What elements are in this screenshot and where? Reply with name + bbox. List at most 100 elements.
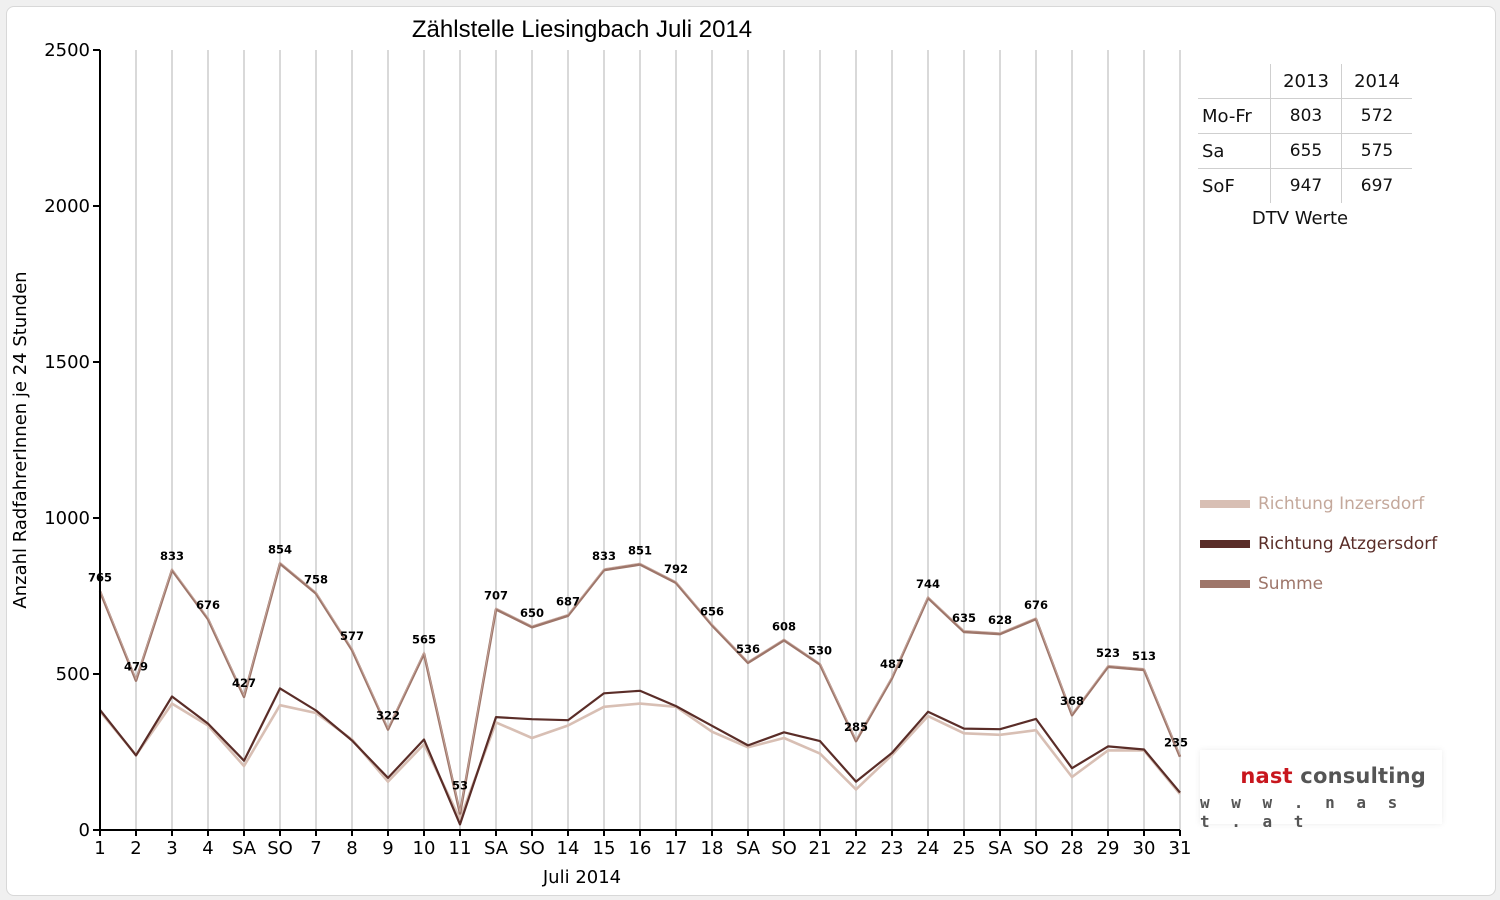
data-label: 758: [304, 573, 328, 587]
dtv-col-2014: 2014: [1341, 64, 1412, 99]
x-tick-label: 7: [310, 838, 321, 859]
y-axis-title: Anzahl RadfahrerInnen je 24 Stunden: [10, 271, 31, 608]
dtv-value: 572: [1341, 98, 1412, 134]
x-tick-label: 16: [629, 838, 652, 859]
data-label: 577: [340, 629, 364, 643]
data-label: 833: [160, 549, 184, 563]
legend-label: Richtung Atzgersdorf: [1258, 534, 1438, 554]
x-tick-label: 18: [701, 838, 724, 859]
dtv-row-sof: SoF 947 697: [1198, 168, 1412, 203]
dtv-value: 947: [1270, 168, 1342, 203]
y-tick-label: 1500: [44, 352, 90, 373]
legend-label: Summe: [1258, 574, 1324, 594]
data-label: 854: [268, 543, 292, 557]
dtv-caption: DTV Werte: [1251, 208, 1349, 229]
dtv-table: 2013 2014 Mo-Fr 803 572 Sa 655 575 SoF 9…: [1198, 64, 1412, 203]
logo-brand-part1: nast: [1240, 764, 1293, 788]
data-label: 513: [1132, 649, 1156, 663]
x-tick-label: SO: [771, 838, 797, 859]
data-label: 635: [952, 611, 976, 625]
logo-brand-part2: consulting: [1292, 764, 1426, 788]
company-logo: nast consulting w w w . n a s t . a t: [1200, 750, 1442, 831]
x-tick-label: 28: [1061, 838, 1084, 859]
x-tick-label: 17: [665, 838, 688, 859]
legend-swatch: [1200, 540, 1250, 548]
dtv-value: 575: [1341, 133, 1412, 169]
x-tick-label: SA: [736, 838, 761, 859]
x-tick-label: 4: [202, 838, 213, 859]
data-label: 479: [124, 660, 148, 674]
dtv-row-label: SoF: [1202, 175, 1235, 197]
data-label: 530: [808, 644, 832, 658]
data-label: 608: [772, 619, 796, 633]
data-label: 565: [412, 633, 436, 647]
legend-swatch: [1200, 500, 1250, 508]
x-tick-label: 2: [130, 838, 141, 859]
x-tick-label: SA: [484, 838, 509, 859]
x-tick-label: 14: [557, 838, 580, 859]
x-axis-title: Juli 2014: [542, 867, 621, 888]
data-label: 687: [556, 595, 580, 609]
series-line-highlight: [99, 561, 1181, 813]
x-tick-label: 25: [953, 838, 976, 859]
x-tick-label: SO: [267, 838, 293, 859]
data-label: 765: [88, 570, 112, 584]
x-tick-label: 15: [593, 838, 616, 859]
x-tick-label: 24: [917, 838, 940, 859]
data-label: 235: [1164, 736, 1188, 750]
data-label: 523: [1096, 646, 1120, 660]
data-label: 833: [592, 549, 616, 563]
data-label: 650: [520, 606, 544, 620]
y-tick-label: 2000: [44, 196, 90, 217]
data-label: 792: [664, 562, 688, 576]
data-label: 656: [700, 604, 724, 618]
legend-item-summe[interactable]: Summe: [1200, 574, 1323, 594]
dtv-value: 803: [1270, 98, 1342, 134]
data-label: 676: [196, 598, 220, 612]
x-tick-label: 31: [1169, 838, 1192, 859]
x-tick-label: 21: [809, 838, 832, 859]
data-label: 851: [628, 543, 652, 557]
x-tick-label: 9: [382, 838, 393, 859]
x-tick-label: 10: [413, 838, 436, 859]
dtv-col-2013: 2013: [1270, 64, 1342, 99]
x-tick-label: 8: [346, 838, 357, 859]
y-tick-label: 0: [79, 820, 90, 841]
data-label: 536: [736, 642, 760, 656]
data-label: 285: [844, 720, 868, 734]
data-label: 676: [1024, 598, 1048, 612]
legend-label: Richtung Inzersdorf: [1258, 494, 1425, 514]
x-tick-label: 30: [1133, 838, 1156, 859]
data-label: 628: [988, 613, 1012, 627]
y-tick-label: 2500: [44, 40, 90, 61]
data-label: 427: [232, 676, 256, 690]
dtv-row-label: Sa: [1198, 133, 1271, 169]
y-tick-label: 1000: [44, 508, 90, 529]
data-label: 707: [484, 588, 508, 602]
series-line-1: [99, 687, 1181, 826]
dtv-value: 697: [1341, 168, 1412, 203]
x-tick-label: 22: [845, 838, 868, 859]
data-label: 322: [376, 709, 400, 723]
data-label: 744: [916, 577, 940, 591]
y-tick-label: 500: [56, 664, 90, 685]
x-tick-label: SO: [1023, 838, 1049, 859]
x-tick-label: SO: [519, 838, 545, 859]
x-tick-label: SA: [988, 838, 1013, 859]
x-tick-label: 3: [166, 838, 177, 859]
logo-brand: nast consulting: [1240, 764, 1426, 788]
data-label: 487: [880, 657, 904, 671]
legend-item-inzersdorf[interactable]: Richtung Inzersdorf: [1200, 494, 1424, 514]
dtv-row-label: Mo-Fr: [1198, 98, 1271, 134]
data-label: 368: [1060, 694, 1084, 708]
data-label: 53: [452, 778, 468, 792]
dtv-value: 655: [1270, 133, 1342, 169]
chart-title: Zählstelle Liesingbach Juli 2014: [412, 16, 752, 43]
dtv-row-sa: Sa 655 575: [1198, 133, 1412, 169]
logo-url: w w w . n a s t . a t: [1200, 793, 1404, 831]
dtv-header-row: 2013 2014: [1198, 64, 1412, 99]
legend-item-atzgersdorf[interactable]: Richtung Atzgersdorf: [1200, 534, 1437, 554]
x-tick-label: SA: [232, 838, 257, 859]
x-tick-label: 1: [94, 838, 105, 859]
